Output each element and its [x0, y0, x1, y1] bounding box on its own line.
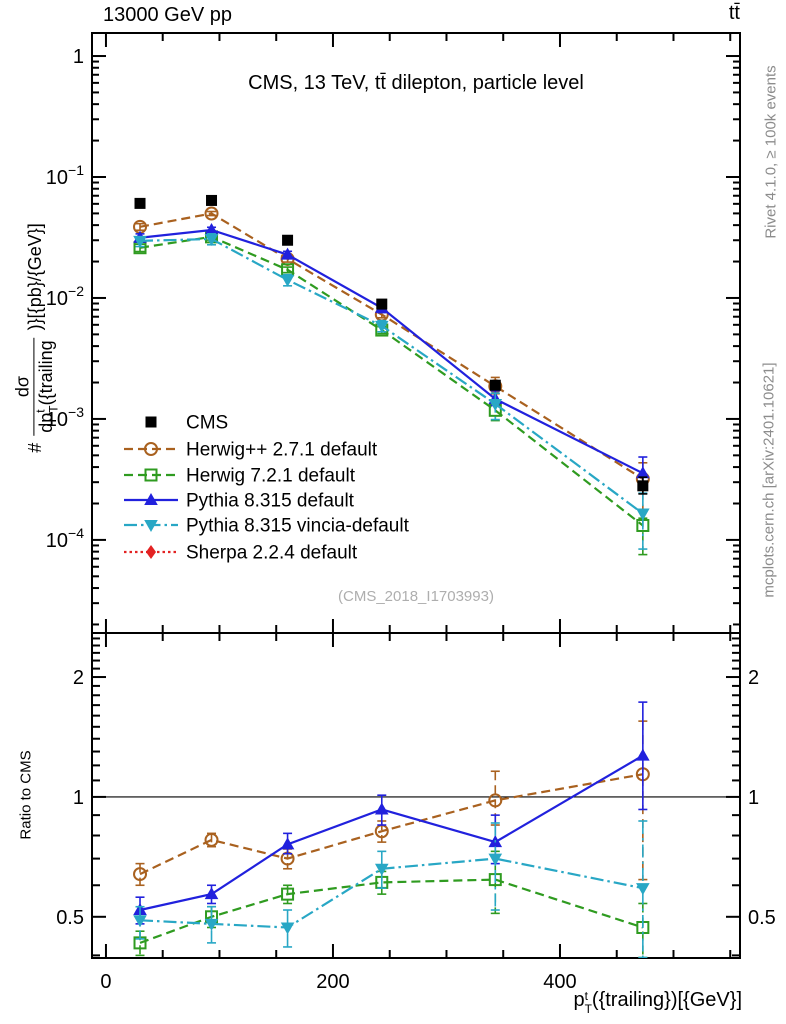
series-herwig-2-7-1-default-ratio [133, 720, 650, 887]
beam-energy-label: 13000 GeV pp [103, 4, 232, 26]
plot-title: CMS, 13 TeV, tt̄ dilepton, particle leve… [248, 72, 584, 94]
y-label-denominator: dp t T ({trailing [33, 337, 60, 436]
svg-text:400: 400 [543, 971, 576, 993]
svg-text:10−4: 10−4 [46, 525, 84, 552]
main-y-axis-tick-labels: 1 10−1 10−2 10−3 10−4 [46, 46, 84, 552]
legend-label: Herwig 7.2.1 default [186, 466, 356, 487]
svg-text:0.5: 0.5 [56, 907, 84, 929]
series-cms-main [134, 194, 649, 495]
x-axis-tick-labels: 0 200 400 [100, 971, 576, 993]
svg-text:1: 1 [73, 46, 84, 68]
panel-frames [91, 32, 741, 959]
legend-item-cms: CMS [145, 413, 228, 434]
y-axis-label: # dσ dp t T ({trailing )}[{pb}/{GeV}] [12, 223, 60, 453]
legend-item-pythia-8-315-vincia-default: Pythia 8.315 vincia-default [124, 516, 410, 537]
y-label-units: )}[{pb}/{GeV}] [24, 223, 45, 331]
legend-label: Sherpa 2.2.4 default [186, 543, 358, 564]
rivet-version-note: Rivet 4.1.0, ≥ 100k events [762, 65, 780, 239]
svg-text:2: 2 [73, 667, 84, 689]
legend-label: CMS [186, 413, 228, 434]
legend: CMS Herwig++ 2.7.1 default Herwig 7.2.1 de… [124, 413, 410, 564]
mcplots-arxiv-note: mcplots.cern.ch [arXiv:2401.10621] [760, 362, 778, 598]
x-axis-label: p t T ({trailing})[{GeV}] [573, 988, 742, 1016]
svg-text:200: 200 [316, 971, 349, 993]
svg-text:10−1: 10−1 [46, 162, 84, 189]
series-pythia-8-315-default-ratio [133, 701, 650, 925]
ratio-axis-label: Ratio to CMS [17, 750, 35, 840]
svg-text:10−2: 10−2 [46, 283, 84, 310]
main-y-axis-ticks [92, 55, 740, 626]
legend-item-pythia-8-315-default: Pythia 8.315 default [124, 491, 355, 512]
y-label-fraction: dσ dp t T ({trailing [12, 337, 60, 436]
legend-item-herwig-7-2-1-default: Herwig 7.2.1 default [124, 466, 356, 487]
svg-text:1: 1 [748, 787, 759, 809]
svg-text:0: 0 [100, 971, 111, 993]
svg-text:10−3: 10−3 [46, 404, 84, 431]
svg-text:1: 1 [73, 787, 84, 809]
legend-label: Herwig++ 2.7.1 default [186, 440, 378, 461]
legend-item-sherpa-2-2-4-default: Sherpa 2.2.4 default [124, 543, 358, 564]
y-label-prefix: # [24, 442, 45, 453]
ratio-y-axis-ticks [92, 637, 740, 957]
y-label-numerator: dσ [12, 375, 33, 398]
process-label: tt̄ [728, 2, 740, 24]
svg-text:2: 2 [748, 667, 759, 689]
analysis-id-watermark: (CMS_2018_I1703993) [338, 588, 494, 605]
ratio-y-axis-tick-labels: 0.5 0.5 1 1 2 2 [56, 667, 776, 929]
svg-text:0.5: 0.5 [748, 907, 776, 929]
legend-label: Pythia 8.315 vincia-default [186, 516, 410, 537]
series-pythia-8-315-vincia-default-ratio [133, 820, 650, 958]
legend-item-herwig-2-7-1-default: Herwig++ 2.7.1 default [124, 440, 378, 461]
x-axis-ticks [104, 33, 732, 958]
legend-label: Pythia 8.315 default [186, 491, 355, 512]
series-pythia-8-315-vincia-default-main [133, 232, 650, 550]
